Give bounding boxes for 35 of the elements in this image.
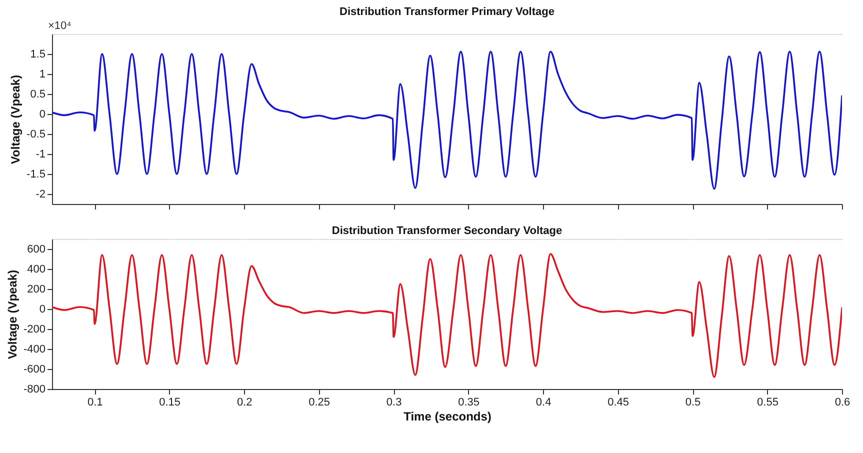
x-tick-label: 0.6	[834, 396, 850, 408]
x-tick-label: 0.25	[308, 396, 330, 408]
y-tick-label: -200	[23, 324, 46, 336]
x-tick-label: 0.55	[757, 396, 778, 408]
y-axis-title: Voltage (Vpeak)	[5, 270, 20, 360]
chart-title: Distribution Transformer Secondary Voltage	[332, 225, 562, 237]
y-tick-label: 0	[39, 304, 46, 316]
y-tick-label: 1.5	[30, 48, 46, 60]
text: ×10⁴	[48, 20, 72, 32]
y-tick-label: 200	[27, 284, 46, 296]
x-tick-label: 0.45	[608, 396, 629, 408]
y-tick-label: -400	[23, 344, 46, 356]
y-tick-label: 0.5	[30, 88, 46, 100]
y-tick-label: -800	[23, 384, 46, 396]
y-tick-label: -600	[23, 364, 46, 376]
y-tick-label: -1	[36, 148, 46, 160]
y-tick-label: 1	[39, 68, 46, 80]
x-tick-label: 0.2	[236, 396, 252, 408]
y-axis-title: Voltage (Vpeak)	[8, 74, 23, 164]
y-tick-label: -2	[36, 188, 46, 200]
x-tick-label: 0.1	[87, 396, 103, 408]
x-tick-label: 0.4	[536, 396, 552, 408]
line-series	[52, 253, 842, 378]
y-tick-label: -0.5	[26, 128, 46, 140]
chart-title: Distribution Transformer Primary Voltage	[340, 6, 554, 18]
x-tick-label: 0.5	[685, 396, 701, 408]
y-tick-label: 600	[27, 244, 46, 256]
y-tick-label: 400	[27, 264, 46, 276]
y-tick-label: -1.5	[26, 168, 46, 180]
y-tick-label: 0	[39, 108, 46, 120]
x-tick-label: 0.35	[458, 396, 480, 408]
x-tick-label: 0.15	[159, 396, 181, 408]
line-series	[52, 50, 842, 190]
x-tick-label: 0.3	[386, 396, 402, 408]
x-axis-title: Time (seconds)	[404, 410, 492, 424]
